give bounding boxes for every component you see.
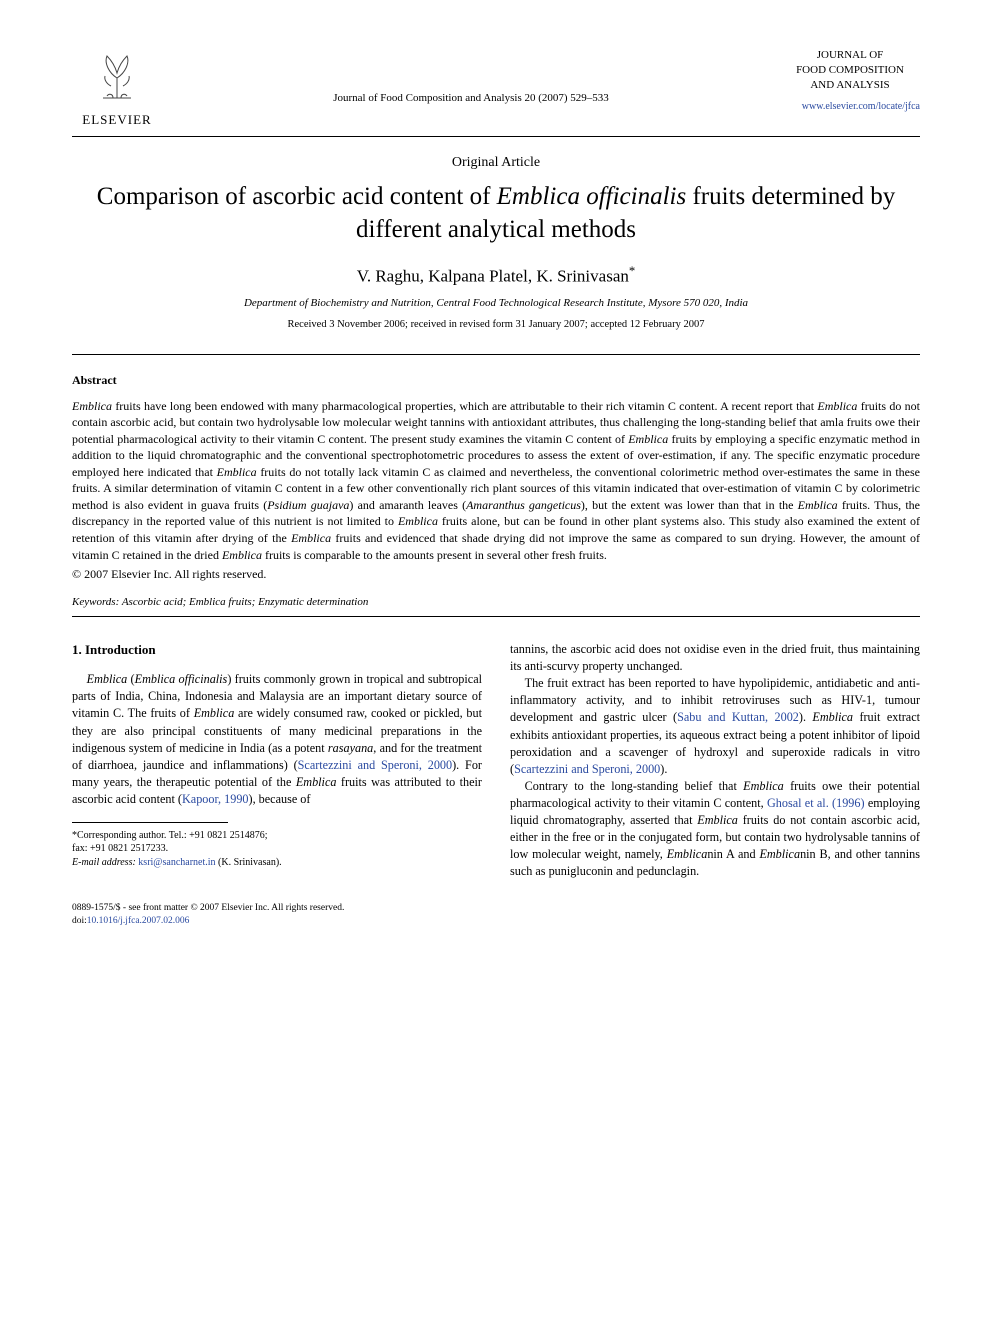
corresponding-author: *Corresponding author. Tel.: +91 0821 25… xyxy=(72,829,482,843)
header-row: ELSEVIER Journal of Food Composition and… xyxy=(72,48,920,128)
rule-abstract-top xyxy=(72,354,920,355)
column-left-content: Emblica (Emblica officinalis) fruits com… xyxy=(72,671,482,808)
article-dates: Received 3 November 2006; received in re… xyxy=(72,319,920,330)
rule-abstract-bottom xyxy=(72,616,920,617)
journal-brand: JOURNAL OF FOOD COMPOSITION AND ANALYSIS xyxy=(780,48,920,93)
elsevier-tree-icon xyxy=(89,48,145,110)
affiliation: Department of Biochemistry and Nutrition… xyxy=(72,297,920,309)
publisher-name: ELSEVIER xyxy=(82,112,151,128)
journal-brand-block: JOURNAL OF FOOD COMPOSITION AND ANALYSIS… xyxy=(780,48,920,112)
paragraph: Emblica (Emblica officinalis) fruits com… xyxy=(72,671,482,808)
email-label: E-mail address: xyxy=(72,857,136,868)
footer: 0889-1575/$ - see front matter © 2007 El… xyxy=(72,902,920,928)
corresponding-marker: * xyxy=(629,264,635,278)
article-title: Comparison of ascorbic acid content of E… xyxy=(72,181,920,246)
publisher-logo: ELSEVIER xyxy=(72,48,162,128)
journal-reference: Journal of Food Composition and Analysis… xyxy=(162,48,780,104)
abstract-body: Emblica fruits have long been endowed wi… xyxy=(72,398,920,563)
doi[interactable]: 10.1016/j.jfca.2007.02.006 xyxy=(87,916,190,926)
title-species: Emblica officinalis xyxy=(497,183,687,210)
section-heading: 1. Introduction xyxy=(72,641,482,659)
keywords: Keywords: Ascorbic acid; Emblica fruits;… xyxy=(72,596,920,608)
paragraph: The fruit extract has been reported to h… xyxy=(510,675,920,777)
email-address[interactable]: ksri@sancharnet.in xyxy=(136,857,218,868)
fax: fax: +91 0821 2517233. xyxy=(72,842,482,856)
body-columns: 1. Introduction Emblica (Emblica officin… xyxy=(72,641,920,880)
email-line: E-mail address: ksri@sancharnet.in (K. S… xyxy=(72,856,482,870)
journal-brand-line: FOOD COMPOSITION xyxy=(780,63,920,78)
paragraph: Contrary to the long-standing belief tha… xyxy=(510,778,920,880)
footnote-rule xyxy=(72,822,228,823)
article-type: Original Article xyxy=(72,155,920,171)
authors-list: V. Raghu, Kalpana Platel, K. Srinivasan xyxy=(357,267,629,286)
column-right-content: tannins, the ascorbic acid does not oxid… xyxy=(510,641,920,880)
email-author: (K. Srinivasan). xyxy=(218,857,282,868)
column-left: 1. Introduction Emblica (Emblica officin… xyxy=(72,641,482,880)
footnote: *Corresponding author. Tel.: +91 0821 25… xyxy=(72,829,482,870)
journal-brand-line: JOURNAL OF xyxy=(780,48,920,63)
rule-top xyxy=(72,136,920,137)
paragraph: tannins, the ascorbic acid does not oxid… xyxy=(510,641,920,675)
doi-label: doi: xyxy=(72,916,87,926)
journal-link[interactable]: www.elsevier.com/locate/jfca xyxy=(780,101,920,112)
journal-brand-line: AND ANALYSIS xyxy=(780,78,920,93)
keywords-text: Ascorbic acid; Emblica fruits; Enzymatic… xyxy=(119,596,368,608)
abstract-heading: Abstract xyxy=(72,373,920,388)
authors: V. Raghu, Kalpana Platel, K. Srinivasan* xyxy=(72,264,920,287)
title-pre: Comparison of ascorbic acid content of xyxy=(97,183,497,210)
doi-line: doi:10.1016/j.jfca.2007.02.006 xyxy=(72,915,920,928)
issn-line: 0889-1575/$ - see front matter © 2007 El… xyxy=(72,902,920,915)
copyright: © 2007 Elsevier Inc. All rights reserved… xyxy=(72,567,920,582)
column-right: tannins, the ascorbic acid does not oxid… xyxy=(510,641,920,880)
keywords-label: Keywords: xyxy=(72,596,119,608)
